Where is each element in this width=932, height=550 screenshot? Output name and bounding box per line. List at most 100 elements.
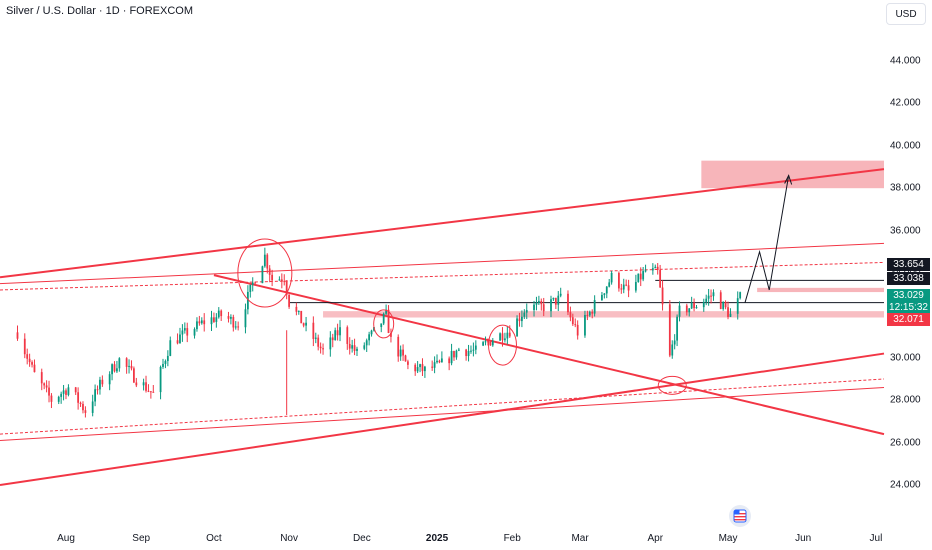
tradingview-logo[interactable] (729, 505, 751, 527)
candle-body (727, 307, 729, 317)
candle-body (574, 324, 577, 326)
candle-body (440, 358, 443, 363)
candle-body (491, 340, 494, 346)
candle-body (380, 323, 383, 328)
candle-body (249, 284, 252, 292)
candle-body (557, 295, 560, 305)
candle-body (424, 366, 426, 372)
candle-body (147, 390, 150, 392)
candle-body (591, 311, 594, 314)
candle-body (390, 332, 392, 337)
currency-button[interactable]: USD (886, 3, 926, 25)
candle-body (77, 392, 80, 403)
candle-body (571, 317, 574, 325)
candle-body (48, 387, 50, 396)
candle-body (433, 362, 436, 368)
x-tick-label: Jul (869, 533, 883, 544)
candle-body (457, 349, 460, 351)
candle-body (353, 345, 356, 351)
candle-body (113, 364, 116, 372)
candle-body (179, 334, 181, 344)
candle-body (404, 355, 407, 362)
candle-body (661, 287, 664, 305)
y-tick-label: 36.000 (890, 225, 921, 237)
candle-body (31, 362, 33, 365)
mid-channel-line (0, 242, 885, 285)
price-badge: 32.071 (887, 313, 930, 326)
candle-body (387, 309, 390, 333)
candle-body (198, 321, 201, 324)
candle-body (356, 348, 358, 351)
candle-body (710, 295, 712, 297)
projection-path (744, 175, 790, 303)
inner-lower-line (0, 386, 885, 441)
candle-body (183, 328, 186, 331)
candle-body (673, 340, 676, 345)
candle-body (363, 345, 366, 349)
candle-body (220, 310, 223, 317)
candle-body (368, 334, 371, 341)
candle-body (230, 316, 232, 319)
inner-lower-dashed (0, 378, 885, 435)
candle-body (283, 281, 286, 283)
candle-body (74, 387, 77, 393)
candle-body (448, 358, 451, 364)
y-tick-label: 28.000 (890, 394, 921, 406)
candle-body (23, 338, 26, 355)
candle-body (99, 379, 101, 390)
candle-body (271, 274, 274, 281)
candle-body (739, 292, 742, 299)
candle-body (130, 365, 133, 369)
projection-arrowhead (784, 174, 793, 185)
candle-body (96, 389, 99, 391)
candle-body (550, 299, 552, 312)
candle-body (489, 341, 492, 346)
mid-channel-dashed (0, 261, 885, 291)
candle-body (149, 391, 152, 393)
candle-body (499, 333, 501, 341)
x-tick-label: Apr (647, 533, 664, 544)
candle-body (438, 360, 441, 363)
candle-body (588, 311, 591, 316)
candle-body (465, 349, 468, 357)
candle-body (314, 337, 317, 339)
candle-body (339, 327, 341, 336)
candle-body (215, 317, 218, 322)
candle-body (542, 304, 545, 312)
x-tick-label: Oct (206, 533, 222, 544)
candle-body (348, 343, 351, 349)
candle-body (518, 318, 521, 322)
candle-body (50, 395, 53, 402)
candle-body (278, 279, 281, 281)
candle-body (702, 301, 705, 308)
candle-body (436, 360, 438, 363)
overlay-layer (237, 174, 793, 395)
candle-body (94, 389, 96, 402)
candle-body (45, 385, 48, 388)
candle-body (729, 313, 732, 317)
candle-body (300, 310, 303, 324)
support-zone-upper (757, 287, 884, 293)
candle-body (266, 254, 269, 269)
x-tick-label: Sep (132, 533, 151, 544)
x-tick-label: 2025 (425, 533, 449, 544)
candle-body (317, 337, 320, 347)
support-zone-lower (323, 311, 884, 318)
candle-body (431, 366, 434, 368)
candle-body (145, 382, 147, 391)
candle-body (516, 318, 518, 337)
candle-body (601, 294, 603, 301)
candle-body (16, 332, 19, 339)
candle-body (540, 300, 543, 305)
candle-body (724, 301, 727, 308)
candle-body (407, 361, 409, 365)
candle-body (620, 288, 623, 290)
highlight-circle (657, 375, 687, 395)
candle-body (533, 304, 535, 311)
candle-body (455, 350, 458, 358)
candle-body (504, 338, 506, 341)
candle-body (162, 363, 164, 367)
candle-body (176, 340, 179, 344)
